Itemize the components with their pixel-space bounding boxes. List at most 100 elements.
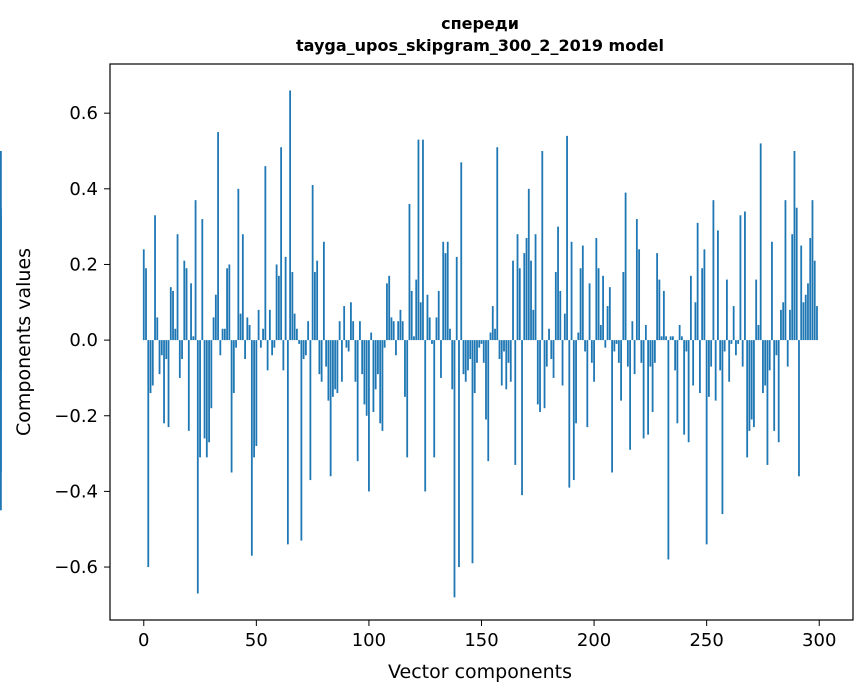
bar-85 (334, 340, 337, 390)
bar-14 (174, 328, 177, 341)
bar-241 (685, 340, 688, 352)
bar-194 (579, 268, 582, 341)
y-tick-label: 0.4 (69, 179, 98, 200)
bar-192 (575, 340, 577, 424)
bar-26 (201, 219, 204, 341)
bar-294 (804, 294, 807, 341)
bar-243 (689, 275, 692, 341)
bar-151 (482, 340, 485, 363)
bar-15 (176, 234, 179, 341)
bar-27 (203, 340, 206, 439)
bar-78 (318, 340, 321, 375)
y-axis-ticks: −0.6 −0.4 −0.2 0.0 0.2 0.4 0.6 (54, 103, 110, 578)
bar-120 (413, 336, 415, 341)
bar-118 (408, 203, 411, 341)
bar-174 (534, 234, 537, 341)
bar-256 (719, 340, 722, 371)
bar-266 (741, 340, 744, 367)
y-axis-label: Components values (13, 248, 35, 436)
bar-36 (223, 328, 226, 341)
bar-224 (647, 340, 650, 435)
bar-74 (309, 340, 312, 481)
bar-127 (428, 317, 431, 341)
bar-34 (219, 340, 222, 356)
bar-286 (786, 340, 789, 367)
bar-107 (383, 340, 386, 348)
bar-86 (336, 340, 339, 394)
bar-11 (167, 340, 170, 428)
bar-215 (626, 340, 629, 367)
bar-24 (196, 340, 199, 594)
y-tick-label: −0.2 (54, 406, 98, 427)
bar-166 (516, 234, 519, 341)
bar-22 (192, 336, 195, 341)
x-tick-label: 300 (802, 630, 836, 651)
bar-130 (435, 317, 438, 341)
bar-69 (298, 340, 301, 344)
bar-63 (284, 256, 287, 341)
x-axis-label: Vector components (388, 661, 572, 683)
bar-247 (699, 340, 701, 394)
y-tick-label: 0.6 (69, 103, 98, 124)
bar-51 (257, 309, 260, 341)
x-tick-label: 50 (245, 630, 268, 651)
bar-282 (777, 340, 780, 443)
bar-42 (237, 188, 240, 341)
bar-122 (417, 139, 420, 341)
bar-242 (687, 340, 690, 443)
bar-214 (624, 192, 627, 341)
bar-277 (766, 340, 769, 465)
bar-132 (440, 340, 442, 378)
bar-20 (187, 340, 190, 431)
bar-206 (606, 306, 609, 341)
bar-219 (635, 219, 638, 341)
bar-252 (710, 340, 713, 367)
bar-187 (563, 313, 566, 341)
bar-223 (644, 324, 647, 341)
bar-18 (183, 260, 186, 341)
y-tick-label: 0.0 (69, 330, 98, 351)
bar-173 (532, 309, 535, 341)
bar-249 (703, 249, 706, 341)
bar-149 (478, 340, 481, 348)
bar-117 (406, 340, 409, 458)
bar-6 (156, 317, 159, 341)
bar-296 (809, 237, 812, 341)
x-tick-label: 200 (577, 630, 611, 651)
bar-145 (469, 340, 472, 360)
bar-263 (735, 340, 737, 356)
bar-31 (212, 317, 215, 341)
bar-99 (365, 340, 368, 416)
bar-82 (327, 340, 330, 401)
bars-group (0, 90, 818, 598)
bar-172 (530, 260, 532, 341)
bar-5 (154, 215, 156, 341)
bar-125 (424, 340, 427, 492)
bar-33 (217, 132, 219, 341)
bar-216 (629, 340, 631, 450)
bar-66 (291, 272, 294, 341)
bar-57 (271, 340, 274, 356)
y-tick-label: −0.4 (54, 481, 98, 502)
bar-126 (426, 294, 429, 341)
bar-146 (471, 340, 474, 564)
bar-79 (320, 340, 323, 382)
bar-211 (617, 340, 620, 363)
bar-217 (631, 321, 634, 341)
bar-233 (667, 340, 670, 560)
x-tick-label: 0 (138, 630, 149, 651)
bar-164 (512, 260, 514, 341)
bar-88 (341, 340, 343, 382)
bar-114 (399, 309, 402, 341)
bar-295 (807, 283, 809, 341)
bar-278 (768, 340, 771, 371)
bar-152 (485, 340, 487, 420)
bar-94 (354, 340, 357, 382)
bar-143 (464, 340, 467, 382)
bar-180 (548, 328, 550, 341)
bar-80 (322, 241, 325, 341)
bar-97 (361, 340, 364, 375)
bar-29 (208, 340, 210, 443)
bar-3 (149, 340, 152, 394)
